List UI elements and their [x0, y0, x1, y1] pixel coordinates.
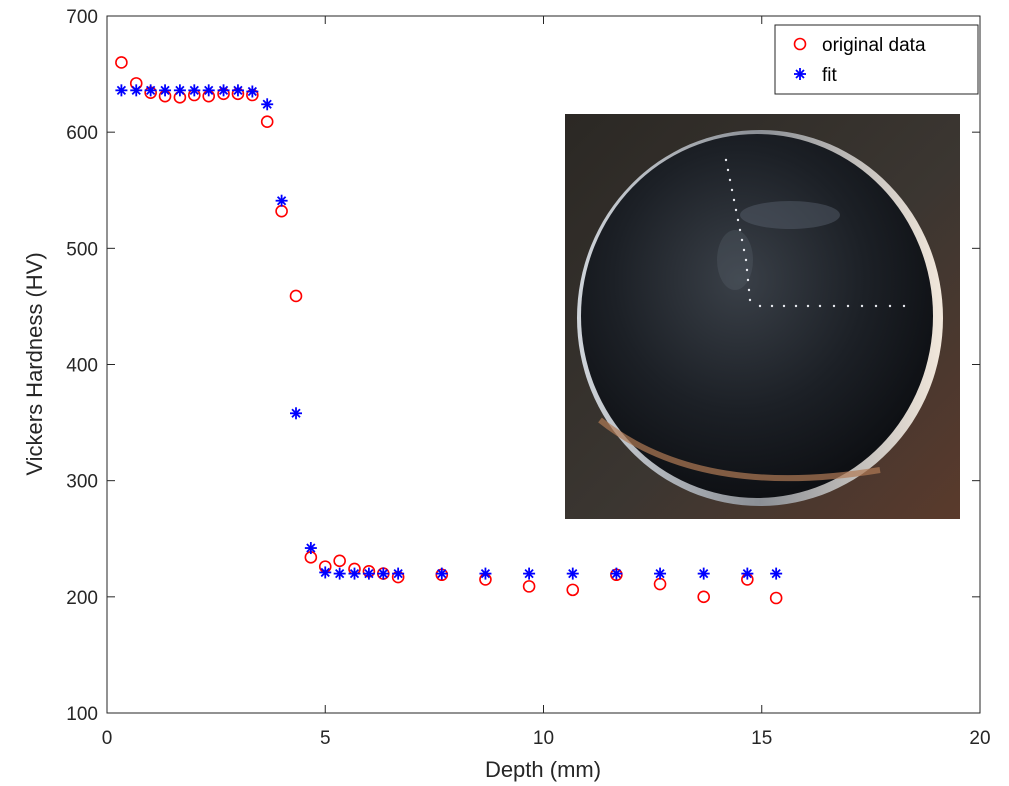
inset-specimen-photo — [565, 114, 960, 519]
data-point-fit — [261, 98, 274, 111]
legend-label-fit: fit — [822, 65, 838, 86]
data-point-fit — [333, 567, 346, 580]
y-tick-label: 400 — [66, 356, 98, 377]
data-point-original — [769, 591, 783, 605]
data-point-original — [115, 56, 128, 69]
series-asterisk — [115, 84, 783, 580]
data-point-fit — [610, 567, 623, 580]
data-point-fit — [479, 567, 492, 580]
legend-asterisk-marker — [794, 68, 806, 80]
axis-ticks — [106, 15, 981, 714]
x-tick-label: 20 — [969, 728, 990, 749]
data-point-fit — [144, 84, 157, 97]
tick-labels: 0 5 10 15 20 100 200 300 400 500 600 700 — [66, 7, 990, 749]
data-point-fit — [392, 567, 405, 580]
x-tick-label: 10 — [533, 728, 554, 749]
y-tick-label: 100 — [66, 704, 98, 725]
legend-label-original: original data — [822, 35, 926, 56]
y-axis-label: Vickers Hardness (HV) — [22, 252, 47, 475]
data-point-original — [566, 583, 580, 597]
legend: original data fit — [774, 24, 979, 95]
data-point-fit — [275, 194, 288, 207]
data-point-fit — [188, 84, 201, 97]
data-point-fit — [217, 84, 230, 97]
y-tick-label: 300 — [66, 472, 98, 493]
data-point-fit — [377, 567, 390, 580]
data-point-fit — [159, 84, 172, 97]
data-point-fit — [741, 567, 754, 580]
data-point-fit — [348, 567, 361, 580]
data-point-original — [333, 554, 346, 568]
data-point-fit — [290, 407, 303, 420]
data-point-fit — [697, 567, 710, 580]
data-point-fit — [523, 567, 536, 580]
data-point-fit — [435, 567, 448, 580]
data-point-fit — [319, 566, 332, 579]
x-tick-label: 5 — [320, 728, 331, 749]
data-point-fit — [362, 567, 375, 580]
data-point-original — [697, 590, 710, 604]
data-point-fit — [566, 567, 579, 580]
data-point-fit — [246, 85, 259, 98]
data-point-fit — [231, 84, 244, 97]
x-tick-label: 15 — [751, 728, 772, 749]
data-point-fit — [304, 542, 317, 555]
data-point-fit — [770, 567, 783, 580]
data-point-original — [289, 289, 303, 303]
y-tick-label: 700 — [66, 7, 98, 28]
data-point-original — [522, 580, 536, 593]
x-axis-label: Depth (mm) — [485, 757, 601, 782]
data-point-fit — [130, 84, 143, 97]
x-tick-label: 0 — [102, 728, 113, 749]
data-point-fit — [115, 84, 128, 97]
data-point-fit — [173, 84, 186, 97]
legend-box — [774, 24, 979, 95]
data-point-fit — [654, 567, 667, 580]
y-tick-label: 600 — [66, 123, 98, 144]
data-point-original — [260, 115, 274, 129]
y-tick-label: 200 — [66, 588, 98, 609]
y-tick-label: 500 — [66, 239, 98, 260]
data-point-fit — [202, 84, 215, 97]
data-series — [115, 56, 783, 605]
legend-circle-marker — [793, 37, 807, 51]
indentation-trace-icon — [724, 158, 906, 308]
